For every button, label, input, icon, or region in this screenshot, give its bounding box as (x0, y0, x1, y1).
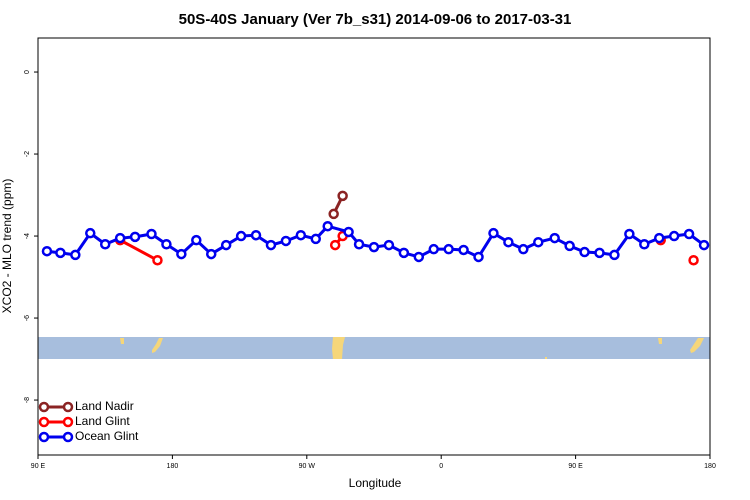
data-point (329, 239, 341, 251)
data-point (579, 246, 590, 258)
data-point (328, 208, 339, 220)
legend-marker (62, 401, 74, 413)
data-point (337, 190, 348, 202)
data-point (295, 229, 307, 241)
y-tick-label: -4 (24, 233, 31, 239)
data-point (518, 243, 529, 255)
legend-label: Ocean Glint (75, 429, 139, 443)
legend-marker (38, 431, 50, 443)
legend-label: Land Glint (75, 414, 130, 428)
data-point (146, 228, 157, 240)
data-point (594, 247, 605, 259)
data-point (161, 238, 172, 250)
plot-frame (37, 37, 711, 456)
data-point (220, 239, 232, 251)
map-strip (38, 337, 710, 359)
x-tick-label: 180 (704, 463, 716, 470)
data-point (280, 235, 292, 247)
x-axis-label: Longitude (349, 476, 402, 490)
data-point (688, 254, 699, 266)
data-point (114, 232, 126, 244)
x-tick-label: 90 E (31, 463, 46, 470)
data-point (85, 227, 96, 239)
series-line (119, 238, 159, 262)
y-tick-label: 0 (24, 70, 31, 74)
data-point (310, 233, 322, 245)
data-point (99, 238, 111, 250)
chart-title: 50S-40S January (Ver 7b_s31) 2014-09-06 … (179, 11, 572, 28)
data-point (250, 229, 262, 241)
legend-marker (38, 401, 50, 413)
data-point (398, 247, 410, 259)
legend-label: Land Nadir (75, 399, 134, 413)
x-tick-label: 0 (439, 463, 443, 470)
legend-marker (62, 431, 74, 443)
data-point (698, 239, 710, 251)
data-point (549, 232, 560, 244)
data-point (191, 234, 202, 246)
y-tick-label: -2 (24, 151, 31, 157)
data-point (322, 220, 333, 232)
data-point (564, 240, 575, 252)
data-point (533, 236, 544, 248)
data-point (609, 249, 620, 261)
data-point (653, 232, 665, 244)
data-point (235, 230, 247, 242)
data-point (176, 248, 187, 260)
x-tick-label: 180 (167, 463, 179, 470)
data-point (383, 239, 395, 251)
y-tick-label: -6 (24, 315, 31, 321)
x-tick-label: 90 W (299, 463, 316, 470)
data-point (458, 244, 469, 256)
data-point (428, 243, 439, 255)
data-point (488, 227, 499, 239)
data-point (55, 247, 66, 259)
data-point (152, 254, 163, 266)
data-point (443, 243, 454, 255)
data-point (473, 251, 484, 263)
data-point (129, 231, 141, 243)
legend-marker (62, 416, 74, 428)
legend-marker (38, 416, 50, 428)
data-point (639, 238, 650, 250)
x-tick-label: 90 E (568, 463, 583, 470)
data-point (683, 228, 695, 240)
data-point (265, 239, 277, 251)
data-point (343, 226, 354, 238)
data-point (205, 248, 217, 260)
data-point (41, 245, 53, 257)
data-point (413, 251, 425, 263)
data-point (353, 238, 365, 250)
y-tick-label: -8 (24, 397, 31, 403)
data-point (368, 241, 380, 253)
data-point (70, 249, 81, 261)
y-axis-label: XCO2 - MLO trend (ppm) (0, 179, 14, 314)
data-point (668, 230, 680, 242)
data-point (624, 228, 635, 240)
data-point (503, 236, 514, 248)
